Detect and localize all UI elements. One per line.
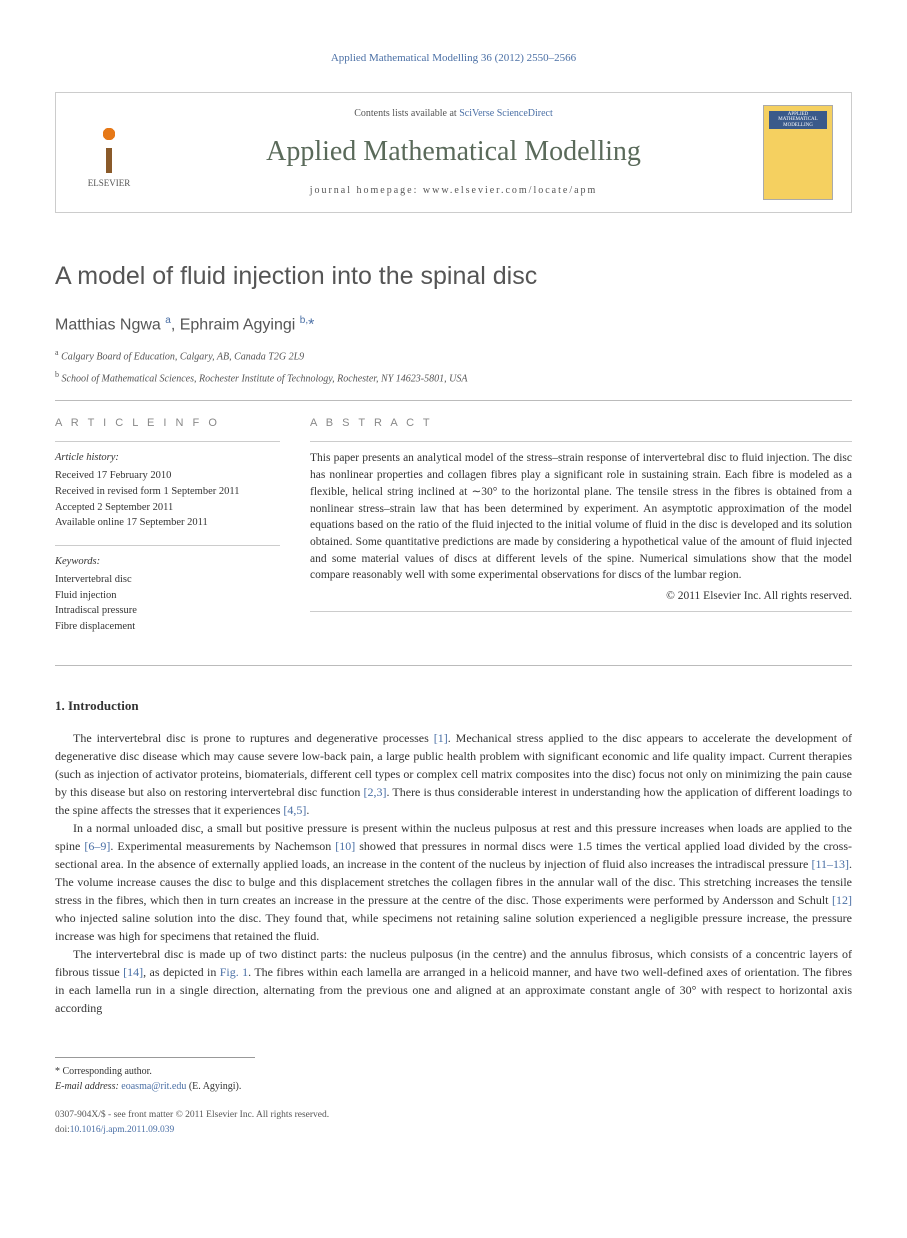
section-1-heading: 1. Introduction — [55, 696, 852, 716]
elsevier-tree-icon — [84, 113, 134, 173]
doi-line: doi:10.1016/j.apm.2011.09.039 — [55, 1123, 852, 1137]
contents-available-line: Contents lists available at SciVerse Sci… — [164, 106, 743, 121]
citation-link[interactable]: [1] — [434, 731, 448, 745]
citation-link[interactable]: [6–9] — [84, 839, 110, 853]
history-line: Accepted 2 September 2011 — [55, 500, 280, 516]
corresponding-author-note: * Corresponding author. — [55, 1064, 255, 1079]
keywords-label: Keywords: — [55, 554, 280, 570]
author-email-link[interactable]: eoasma@rit.edu — [121, 1081, 186, 1092]
keyword: Intervertebral disc — [55, 572, 280, 588]
history-line: Available online 17 September 2011 — [55, 515, 280, 531]
keyword: Intradiscal pressure — [55, 603, 280, 619]
author-list: Matthias Ngwa a, Ephraim Agyingi b,* — [55, 313, 852, 337]
email-suffix: (E. Agyingi). — [186, 1081, 241, 1092]
masthead-center: Contents lists available at SciVerse Sci… — [164, 106, 743, 198]
intro-para-2: In a normal unloaded disc, a small but p… — [55, 819, 852, 945]
page-container: Applied Mathematical Modelling 36 (2012)… — [0, 0, 907, 1177]
abstract-text: This paper presents an analytical model … — [310, 450, 852, 583]
citation-link[interactable]: [10] — [335, 839, 355, 853]
citation-link[interactable]: [11–13] — [811, 857, 849, 871]
homepage-url: www.elsevier.com/locate/apm — [423, 185, 597, 196]
abstract-divider-bottom — [310, 611, 852, 612]
info-abstract-row: A R T I C L E I N F O Article history: R… — [55, 415, 852, 635]
abstract-divider — [310, 441, 852, 442]
history-line: Received in revised form 1 September 201… — [55, 484, 280, 500]
keywords-list: Intervertebral discFluid injectionIntrad… — [55, 572, 280, 635]
article-history-label: Article history: — [55, 450, 280, 466]
footnote-block: * Corresponding author. E-mail address: … — [55, 1057, 255, 1094]
article-info-column: A R T I C L E I N F O Article history: R… — [55, 415, 280, 635]
history-line: Received 17 February 2010 — [55, 468, 280, 484]
intro-para-3: The intervertebral disc is made up of tw… — [55, 945, 852, 1017]
doi-link[interactable]: 10.1016/j.apm.2011.09.039 — [70, 1125, 174, 1135]
divider-top — [55, 400, 852, 401]
email-line: E-mail address: eoasma@rit.edu (E. Agyin… — [55, 1079, 255, 1094]
affiliation: b School of Mathematical Sciences, Roche… — [55, 369, 852, 386]
affiliation-list: a Calgary Board of Education, Calgary, A… — [55, 347, 852, 386]
article-info-heading: A R T I C L E I N F O — [55, 415, 280, 432]
info-divider-2 — [55, 545, 280, 546]
homepage-prefix: journal homepage: — [310, 185, 423, 196]
homepage-line: journal homepage: www.elsevier.com/locat… — [164, 183, 743, 198]
citation-link[interactable]: [12] — [832, 893, 852, 907]
divider-mid — [55, 665, 852, 666]
info-divider-1 — [55, 441, 280, 442]
abstract-column: A B S T R A C T This paper presents an a… — [310, 415, 852, 635]
journal-masthead: ELSEVIER Contents lists available at Sci… — [55, 92, 852, 213]
keyword: Fluid injection — [55, 588, 280, 604]
citation-link[interactable]: [4,5] — [283, 803, 306, 817]
intro-para-1: The intervertebral disc is prone to rupt… — [55, 729, 852, 819]
citation-link[interactable]: Fig. 1 — [220, 965, 248, 979]
issn-line: 0307-904X/$ - see front matter © 2011 El… — [55, 1108, 852, 1122]
journal-name: Applied Mathematical Modelling — [164, 131, 743, 173]
elsevier-logo: ELSEVIER — [74, 107, 144, 197]
keyword: Fibre displacement — [55, 619, 280, 635]
doi-prefix: doi: — [55, 1125, 70, 1135]
abstract-heading: A B S T R A C T — [310, 415, 852, 432]
citation-link[interactable]: [2,3] — [364, 785, 387, 799]
journal-cover-title: APPLIED MATHEMATICAL MODELLING — [770, 112, 826, 129]
history-list: Received 17 February 2010Received in rev… — [55, 468, 280, 531]
abstract-copyright: © 2011 Elsevier Inc. All rights reserved… — [310, 588, 852, 605]
contents-prefix: Contents lists available at — [354, 108, 459, 119]
elsevier-publisher-name: ELSEVIER — [88, 177, 131, 191]
keywords-block: Keywords: Intervertebral discFluid injec… — [55, 545, 280, 635]
journal-cover-thumbnail: APPLIED MATHEMATICAL MODELLING — [763, 105, 833, 200]
sciencedirect-link[interactable]: SciVerse ScienceDirect — [459, 108, 553, 119]
running-header: Applied Mathematical Modelling 36 (2012)… — [55, 50, 852, 67]
email-label: E-mail address: — [55, 1081, 121, 1092]
bottom-info: 0307-904X/$ - see front matter © 2011 El… — [55, 1108, 852, 1137]
citation-link[interactable]: [14] — [123, 965, 143, 979]
article-title: A model of fluid injection into the spin… — [55, 258, 852, 296]
affiliation: a Calgary Board of Education, Calgary, A… — [55, 347, 852, 364]
